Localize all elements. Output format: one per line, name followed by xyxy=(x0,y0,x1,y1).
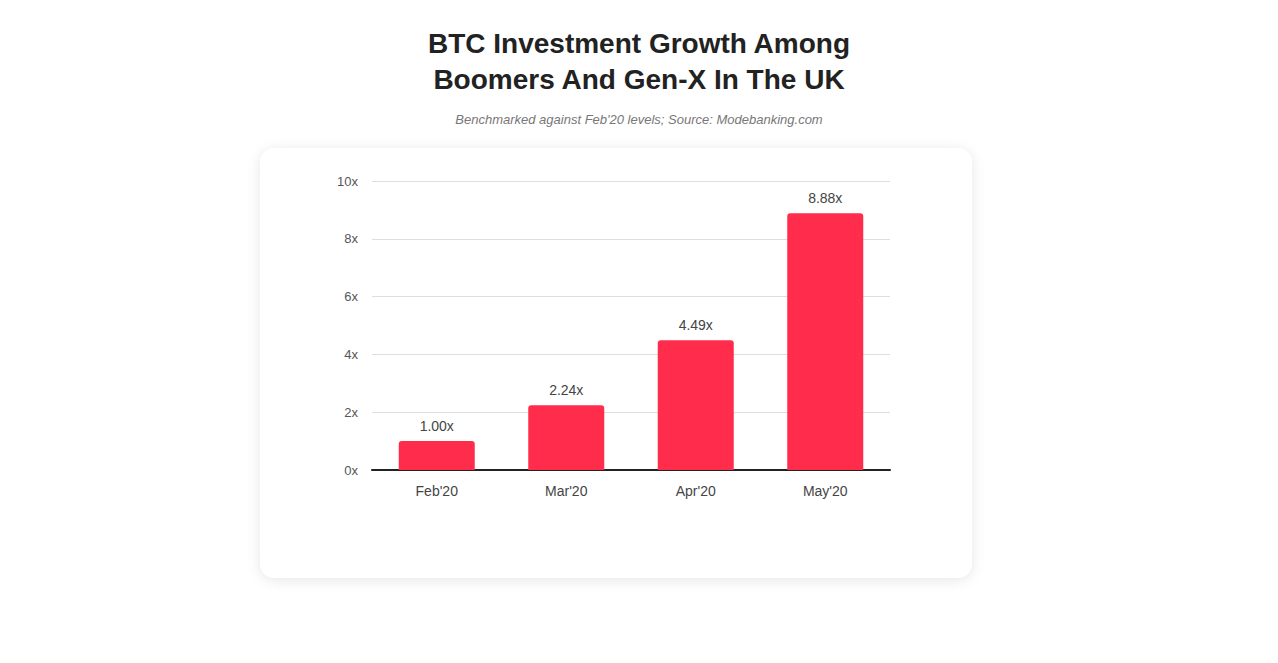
svg-text:8.88x: 8.88x xyxy=(808,190,842,206)
svg-text:1.00x: 1.00x xyxy=(420,418,454,434)
svg-text:10x: 10x xyxy=(337,174,358,189)
svg-text:8x: 8x xyxy=(344,231,358,246)
svg-text:Apr'20: Apr'20 xyxy=(676,483,716,499)
html-text:BTC Investment Growth Among Bo: BTC Investment Growth Among Boomers And … xyxy=(428,28,850,95)
svg-text:0x: 0x xyxy=(344,463,358,478)
svg-text:Feb'20: Feb'20 xyxy=(416,483,459,499)
svg-text:May'20: May'20 xyxy=(803,483,848,499)
html-text:Benchmarked against Feb'20 lev: Benchmarked against Feb'20 levels; Sourc… xyxy=(455,112,823,127)
svg-text:4.49x: 4.49x xyxy=(679,317,713,333)
svg-text:Mar'20: Mar'20 xyxy=(545,483,588,499)
svg-text:4x: 4x xyxy=(344,347,358,362)
svg-text:2x: 2x xyxy=(344,405,358,420)
svg-text:2.24x: 2.24x xyxy=(549,382,583,398)
svg-text:6x: 6x xyxy=(344,289,358,304)
